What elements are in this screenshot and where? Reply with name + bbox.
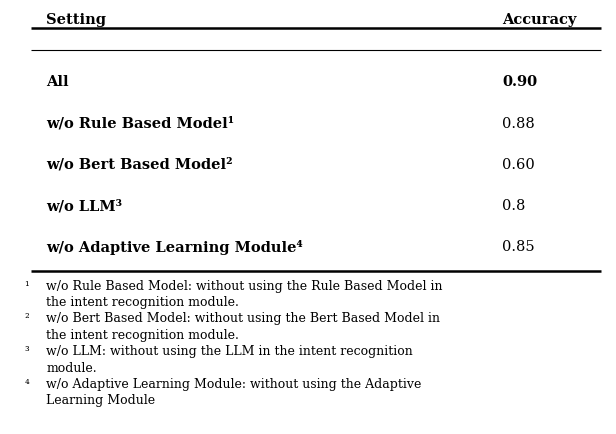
Text: w/o Bert Based Model: without using the Bert Based Model in
the intent recogniti: w/o Bert Based Model: without using the … [46, 312, 440, 342]
Text: Accuracy: Accuracy [502, 13, 577, 26]
Text: w/o Rule Based Model¹: w/o Rule Based Model¹ [46, 117, 234, 131]
Text: w/o LLM³: w/o LLM³ [46, 199, 123, 213]
Text: 0.85: 0.85 [502, 240, 535, 254]
Text: ³: ³ [25, 345, 30, 358]
Text: ¹: ¹ [25, 280, 30, 293]
Text: Setting: Setting [46, 13, 106, 26]
Text: ²: ² [25, 312, 30, 326]
Text: w/o Adaptive Learning Module: without using the Adaptive
Learning Module: w/o Adaptive Learning Module: without us… [46, 378, 421, 407]
Text: ⁴: ⁴ [25, 378, 30, 391]
Text: 0.88: 0.88 [502, 117, 535, 131]
Text: w/o Rule Based Model: without using the Rule Based Model in
the intent recogniti: w/o Rule Based Model: without using the … [46, 280, 443, 309]
Text: w/o LLM: without using the LLM in the intent recognition
module.: w/o LLM: without using the LLM in the in… [46, 345, 413, 375]
Text: 0.90: 0.90 [502, 76, 537, 89]
Text: 0.60: 0.60 [502, 158, 535, 172]
Text: w/o Bert Based Model²: w/o Bert Based Model² [46, 158, 233, 172]
Text: 0.8: 0.8 [502, 199, 525, 213]
Text: w/o Adaptive Learning Module⁴: w/o Adaptive Learning Module⁴ [46, 240, 303, 255]
Text: All: All [46, 76, 69, 89]
